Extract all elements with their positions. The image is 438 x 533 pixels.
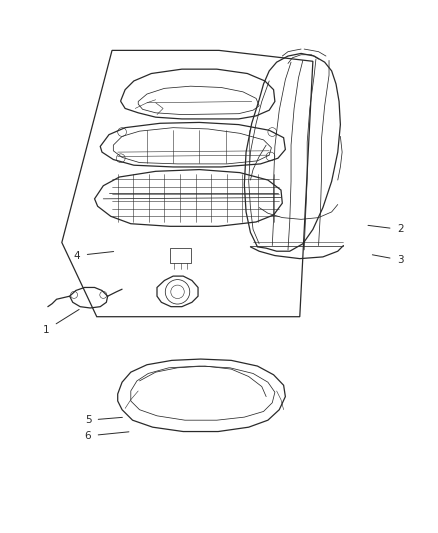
Bar [170,248,191,263]
Text: 4: 4 [74,251,113,261]
Text: 3: 3 [372,255,403,265]
Text: 6: 6 [85,431,129,441]
Text: 5: 5 [85,415,122,425]
Text: 2: 2 [368,224,403,235]
Text: 1: 1 [43,310,79,335]
